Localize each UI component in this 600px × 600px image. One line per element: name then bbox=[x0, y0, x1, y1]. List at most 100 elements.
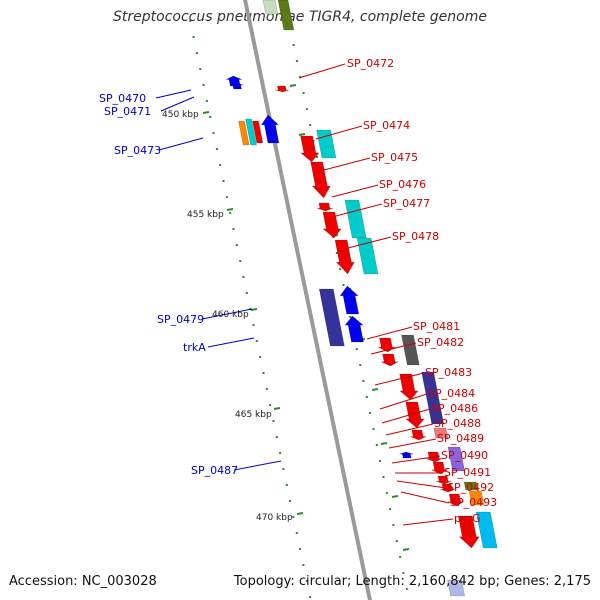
gene-label-sp-0486[interactable]: SP_0486 bbox=[431, 402, 478, 415]
tick-mark bbox=[289, 500, 292, 502]
tick-mark bbox=[272, 420, 275, 422]
tick-mark bbox=[309, 124, 312, 126]
leader-line bbox=[388, 438, 437, 449]
tick-mark bbox=[199, 68, 202, 70]
gene-feature bbox=[300, 135, 320, 163]
leader-line bbox=[391, 455, 441, 464]
gene-feature bbox=[436, 475, 452, 485]
major-tick bbox=[296, 512, 304, 515]
tick-mark bbox=[222, 180, 225, 182]
gene-feature bbox=[468, 490, 485, 506]
tick-mark bbox=[292, 44, 295, 46]
gene-label-sp-0472[interactable]: SP_0472 bbox=[347, 57, 394, 70]
tick-mark bbox=[212, 132, 215, 134]
gene-feature bbox=[399, 451, 414, 459]
tick-mark bbox=[369, 412, 372, 414]
scale-label: 450 kbp bbox=[162, 110, 199, 120]
scale-label: 470 kbp bbox=[256, 513, 293, 523]
tick-mark bbox=[385, 492, 388, 494]
gene-feature bbox=[229, 82, 244, 90]
gene-feature bbox=[252, 120, 264, 144]
tick-mark bbox=[215, 148, 218, 150]
gene-label-sp-0490[interactable]: SP_0490 bbox=[441, 449, 488, 462]
gene-label-sp-0474[interactable]: SP_0474 bbox=[363, 119, 410, 132]
gene-feature bbox=[334, 239, 355, 275]
gene-feature bbox=[277, 0, 295, 31]
tick-mark bbox=[202, 84, 205, 86]
tick-mark bbox=[335, 252, 338, 254]
gene-feature bbox=[447, 493, 464, 507]
gene-feature bbox=[275, 85, 290, 93]
tick-mark bbox=[399, 556, 402, 558]
gene-feature bbox=[431, 461, 448, 475]
gene-label-sp-0478[interactable]: SP_0478 bbox=[392, 230, 439, 243]
gene-label-sp-0488[interactable]: SP_0488 bbox=[434, 417, 481, 430]
tick-mark bbox=[232, 228, 235, 230]
genome-summary-text: Topology: circular; Length: 2,160,842 bp… bbox=[233, 574, 591, 589]
gene-feature bbox=[447, 446, 465, 472]
leader-line bbox=[158, 137, 204, 151]
gene-label-sp-0489[interactable]: SP_0489 bbox=[437, 432, 484, 445]
gene-feature bbox=[344, 315, 364, 343]
gene-label-sp-0476[interactable]: SP_0476 bbox=[379, 178, 426, 191]
gene-label-sp-0493[interactable]: SP_0493 bbox=[450, 496, 497, 509]
gene-feature bbox=[405, 401, 425, 429]
tick-mark bbox=[195, 52, 198, 54]
gene-label-sp-0483[interactable]: SP_0483 bbox=[425, 366, 472, 379]
tick-mark bbox=[235, 244, 238, 246]
gene-label-sp-0487[interactable]: SP_0487 bbox=[191, 464, 238, 477]
gene-label-sp-0482[interactable]: SP_0482 bbox=[417, 336, 464, 349]
major-tick bbox=[380, 442, 388, 445]
major-tick bbox=[402, 548, 410, 551]
map-title: Streptococcus pneumoniae TIGR4, complete… bbox=[113, 9, 487, 25]
tick-mark bbox=[262, 372, 265, 374]
gene-label-sp-0477[interactable]: SP_0477 bbox=[383, 197, 430, 210]
tick-mark bbox=[405, 588, 408, 590]
tick-mark bbox=[309, 596, 312, 598]
leader-line bbox=[396, 480, 447, 489]
gene-label-sp-0473[interactable]: SP_0473 bbox=[114, 144, 161, 157]
gene-label-sp-0492[interactable]: SP_0492 bbox=[447, 481, 494, 494]
tick-mark bbox=[259, 356, 262, 358]
tick-mark bbox=[295, 60, 298, 62]
tick-mark bbox=[275, 436, 278, 438]
leader-line bbox=[366, 326, 413, 340]
leader-line bbox=[160, 96, 195, 112]
gene-label-sp-0479[interactable]: SP_0479 bbox=[157, 313, 204, 326]
label-leaders bbox=[155, 63, 454, 526]
gene-feature bbox=[401, 334, 420, 366]
major-tick bbox=[289, 84, 297, 87]
forward-gene-labels: SP_0472 SP_0474 SP_0475 SP_0476 SP_0477 … bbox=[347, 57, 497, 525]
gene-label-sp-0475[interactable]: SP_0475 bbox=[371, 151, 418, 164]
gene-feature bbox=[339, 285, 360, 315]
tick-mark bbox=[239, 260, 242, 262]
tick-mark bbox=[379, 460, 382, 462]
leader-line bbox=[201, 308, 253, 320]
gene-label-sp-0471[interactable]: SP_0471 bbox=[104, 105, 151, 118]
tick-mark bbox=[299, 76, 302, 78]
leader-line bbox=[385, 423, 434, 436]
leader-line bbox=[233, 460, 282, 471]
tick-mark bbox=[245, 292, 248, 294]
gene-feature bbox=[475, 511, 498, 549]
gene-label-pyrg[interactable]: pyrG bbox=[454, 512, 481, 525]
gene-label-sp-0481[interactable]: SP_0481 bbox=[413, 320, 460, 333]
tick-mark bbox=[375, 444, 378, 446]
tick-mark bbox=[255, 340, 258, 342]
scale-label: 465 kbp bbox=[235, 410, 272, 420]
leader-line bbox=[343, 236, 392, 250]
tick-mark bbox=[302, 564, 305, 566]
gene-features bbox=[225, 0, 498, 597]
gene-label-sp-0484[interactable]: SP_0484 bbox=[428, 387, 475, 400]
tick-mark bbox=[339, 268, 342, 270]
tick-mark bbox=[279, 452, 282, 454]
tick-mark bbox=[372, 428, 375, 430]
gene-label-sp-0470[interactable]: SP_0470 bbox=[99, 92, 146, 105]
gene-feature bbox=[356, 237, 379, 275]
tick-mark bbox=[362, 380, 365, 382]
leader-line bbox=[374, 372, 425, 386]
gene-label-trka[interactable]: trkA bbox=[183, 341, 206, 354]
gene-feature bbox=[440, 483, 456, 493]
gene-label-sp-0491[interactable]: SP_0491 bbox=[444, 466, 491, 479]
tick-mark bbox=[189, 20, 192, 22]
